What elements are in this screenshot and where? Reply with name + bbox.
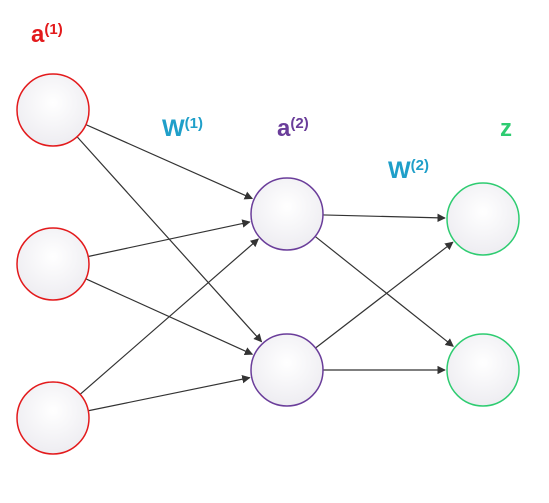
neuron-node: [17, 228, 89, 300]
label-w1: W(1): [162, 115, 203, 143]
neural-network-diagram: a(1) W(1) a(2) W(2) z: [0, 0, 549, 503]
edge: [88, 222, 250, 257]
neuron-node: [447, 183, 519, 255]
label-z: z: [500, 115, 512, 142]
label-a2: a(2): [277, 115, 309, 143]
neuron-node: [251, 178, 323, 250]
edge: [80, 239, 258, 394]
neuron-node: [251, 334, 323, 406]
labels-group: a(1) W(1) a(2) W(2) z: [31, 21, 512, 185]
edge: [323, 215, 445, 218]
edge: [88, 378, 250, 411]
neuron-node: [17, 74, 89, 146]
edge: [316, 242, 453, 348]
neuron-node: [447, 334, 519, 406]
label-a1: a(1): [31, 21, 63, 49]
label-w2: W(2): [388, 157, 429, 185]
edge: [315, 236, 453, 346]
nodes-group: [17, 74, 519, 454]
neuron-node: [17, 382, 89, 454]
